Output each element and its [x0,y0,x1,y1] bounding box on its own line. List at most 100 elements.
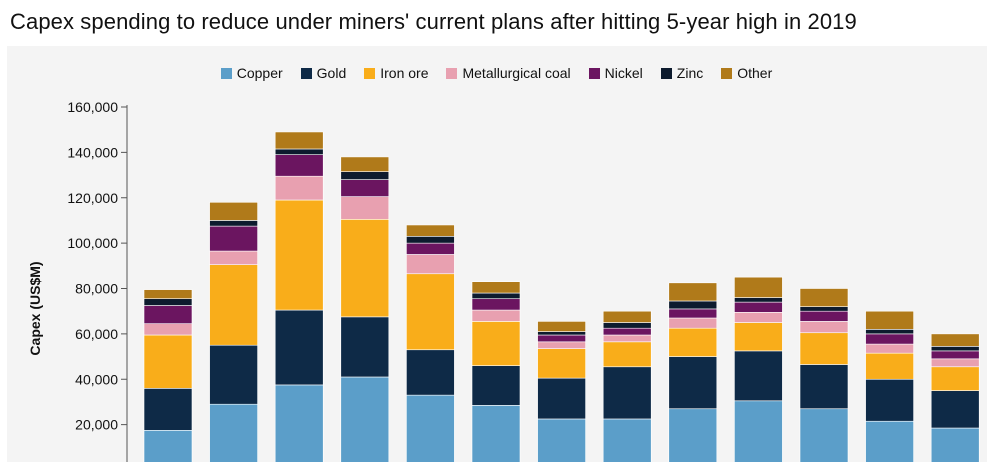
bar-segment-copper [799,408,849,462]
bar-segment-nickel [734,301,783,313]
bar-segment-zinc [274,148,324,155]
bar-segment-copper [734,400,783,462]
bar-segment-other [340,156,390,172]
legend-swatch [220,67,232,79]
bar-segment-nickel [340,179,390,197]
bar-segment-other [274,131,324,150]
y-axis-label: Capex (US$M) [27,261,43,355]
legend: Copper Gold Iron ore Metallurgical coal Nick… [0,65,993,81]
bar-segment-gold [602,366,652,420]
bar-segment-copper [340,376,390,462]
bar-segment-metallurgical-coal [471,309,521,322]
bar-segment-zinc [865,329,914,335]
bar-segment-other [537,321,586,332]
y-tick-label: 100,000 [67,235,118,251]
bar-segment-zinc [799,306,849,312]
bar-segment-metallurgical-coal [340,196,390,220]
bar-segment-metallurgical-coal [537,341,586,349]
bar-segment-other [471,281,521,294]
bar-segment-other [930,333,980,347]
bar-segment-iron-ore [930,366,980,391]
bar-segment-copper [471,405,521,462]
legend-item: Copper [220,65,283,81]
bar-segment-nickel [668,308,718,319]
bar-segment-iron-ore [406,273,455,351]
bar-segment-copper [537,418,586,462]
bar-segment-iron-ore [143,334,193,389]
bar-segment-copper [668,408,718,462]
bar-segment-zinc [602,322,652,329]
bar-segment-metallurgical-coal [865,343,914,354]
bar-segment-gold [471,365,521,406]
bar-segment-metallurgical-coal [930,358,980,368]
y-tick-label: 60,000 [75,326,118,342]
y-tick-label: 20,000 [75,417,118,433]
legend-swatch [300,67,312,79]
bar-segment-copper [865,420,914,462]
bar-segment-nickel [274,154,324,177]
legend-swatch [446,67,458,79]
bar-segment-iron-ore [274,199,324,311]
bar-segment-gold [930,390,980,429]
bar-segment-metallurgical-coal [274,175,324,201]
bar-segment-nickel [799,310,849,322]
bar-segment-gold [865,378,914,422]
y-tick-label: 40,000 [75,371,118,387]
bar-segment-nickel [471,298,521,311]
bar-segment-iron-ore [734,322,783,352]
bar-segment-nickel [537,334,586,343]
bar-segment-nickel [406,242,455,255]
bar-segment-iron-ore [209,264,258,346]
bar-segment-zinc [930,346,980,352]
bar-segment-other [209,201,258,221]
bar-segment-metallurgical-coal [209,250,258,265]
bar-segment-gold [209,344,258,405]
legend-label: Gold [316,65,347,81]
bar-segment-metallurgical-coal [799,321,849,334]
y-tick-label: 160,000 [67,99,118,115]
bar-segment-iron-ore [340,219,390,318]
bar-segment-zinc [209,220,258,227]
bar-segment-other [799,288,849,307]
legend-item: Iron ore [364,65,428,81]
bar-segment-copper [406,394,455,462]
y-tick-label: 80,000 [75,281,118,297]
bar-segment-other [865,310,914,330]
bar-segment-gold [734,350,783,402]
bar-segment-iron-ore [602,341,652,368]
bar-segment-zinc [143,298,193,306]
bar-segment-copper [602,418,652,462]
bar-segment-nickel [930,350,980,360]
bar-segment-metallurgical-coal [734,312,783,323]
chart-title: Capex spending to reduce under miners' c… [10,9,857,34]
legend-label: Iron ore [380,65,429,81]
bar-segment-nickel [602,327,652,336]
bar-segment-zinc [668,300,718,310]
bar-segment-metallurgical-coal [668,317,718,329]
legend-item: Metallurgical coal [446,65,571,81]
bar-segment-gold [143,388,193,431]
bar-segment-nickel [143,305,193,324]
legend-swatch [588,67,600,79]
legend-swatch [364,67,376,79]
bar-segment-copper [143,429,193,462]
legend-item: Other [721,65,772,81]
bar-segment-nickel [865,333,914,345]
bar-segment-gold [668,356,718,410]
bar-segment-gold [799,364,849,410]
bar-segment-iron-ore [799,332,849,365]
bar-segment-iron-ore [668,327,718,357]
bar-segment-other [668,282,718,302]
bar-segment-other [602,310,652,323]
y-tick-label: 120,000 [67,190,118,206]
bar-segment-gold [340,316,390,378]
bar-segment-zinc [734,297,783,303]
bar-segment-zinc [340,171,390,180]
bar-segment-metallurgical-coal [602,334,652,343]
legend-item: Gold [300,65,347,81]
bar-segment-copper [209,403,258,462]
bar-segment-other [406,224,455,237]
legend-label: Nickel [604,65,643,81]
